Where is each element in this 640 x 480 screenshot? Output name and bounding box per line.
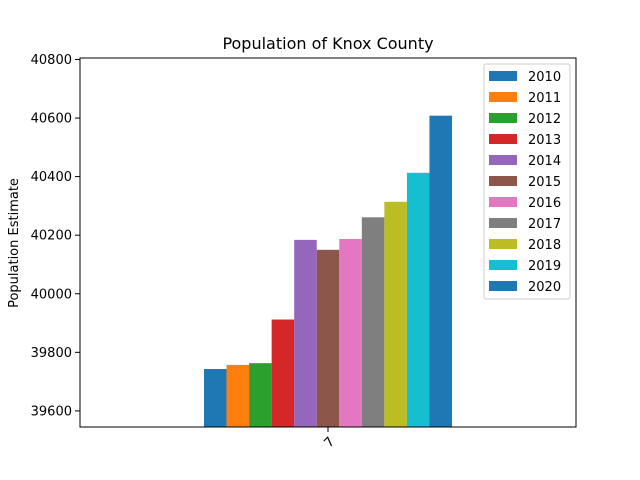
legend-swatch-2013 <box>489 134 517 144</box>
bars-group <box>204 115 452 427</box>
y-tick-label: 40800 <box>31 53 72 68</box>
y-tick-label: 40400 <box>31 170 72 185</box>
y-tick-label: 40600 <box>31 112 72 127</box>
bar-2019 <box>406 172 430 427</box>
legend-swatch-2019 <box>489 260 517 270</box>
y-tick-label: 39600 <box>31 404 72 419</box>
y-axis-label: Population Estimate <box>7 178 22 308</box>
legend-label-2016: 2016 <box>528 196 561 211</box>
bar-2017 <box>361 217 385 427</box>
legend: 2010 2011 2012 2013 2014 2015 2016 2017 2018 2019… <box>483 63 571 300</box>
legend-swatch-2020 <box>489 281 517 291</box>
y-tick-label: 39800 <box>31 346 72 361</box>
bar-2020 <box>429 115 452 427</box>
plot-frame <box>79 57 577 428</box>
legend-label-2010: 2010 <box>528 70 561 85</box>
legend-label-2018: 2018 <box>528 238 561 253</box>
axes-group: 7 39600 39800 40000 40200 40400 40600 40800 <box>31 53 577 451</box>
legend-label-2020: 2020 <box>528 280 561 295</box>
legend-swatch-2012 <box>489 113 517 123</box>
bar-2011 <box>226 364 250 427</box>
legend-label-2011: 2011 <box>528 91 561 106</box>
legend-swatch-2017 <box>489 218 517 228</box>
legend-swatch-2018 <box>489 239 517 249</box>
bar-2013 <box>271 319 295 427</box>
bar-2012 <box>249 363 272 427</box>
legend-swatch-2010 <box>489 71 517 81</box>
y-tick-label: 40000 <box>31 287 72 302</box>
legend-label-2017: 2017 <box>528 217 561 232</box>
legend-label-2019: 2019 <box>528 259 561 274</box>
legend-swatch-2016 <box>489 197 517 207</box>
legend-swatch-2015 <box>489 176 517 186</box>
bar-2015 <box>316 249 340 427</box>
bar-2014 <box>294 239 317 427</box>
legend-label-2013: 2013 <box>528 133 561 148</box>
legend-swatch-2011 <box>489 92 517 102</box>
legend-label-2015: 2015 <box>528 175 561 190</box>
bar-2018 <box>384 201 407 427</box>
bar-2016 <box>339 238 362 427</box>
legend-label-2014: 2014 <box>528 154 561 169</box>
chart-title: Population of Knox County <box>222 34 433 53</box>
legend-label-2012: 2012 <box>528 112 561 127</box>
bar-2010 <box>204 369 227 427</box>
x-tick-label: 7 <box>322 434 338 450</box>
y-tick-label: 40200 <box>31 229 72 244</box>
legend-swatch-2014 <box>489 155 517 165</box>
